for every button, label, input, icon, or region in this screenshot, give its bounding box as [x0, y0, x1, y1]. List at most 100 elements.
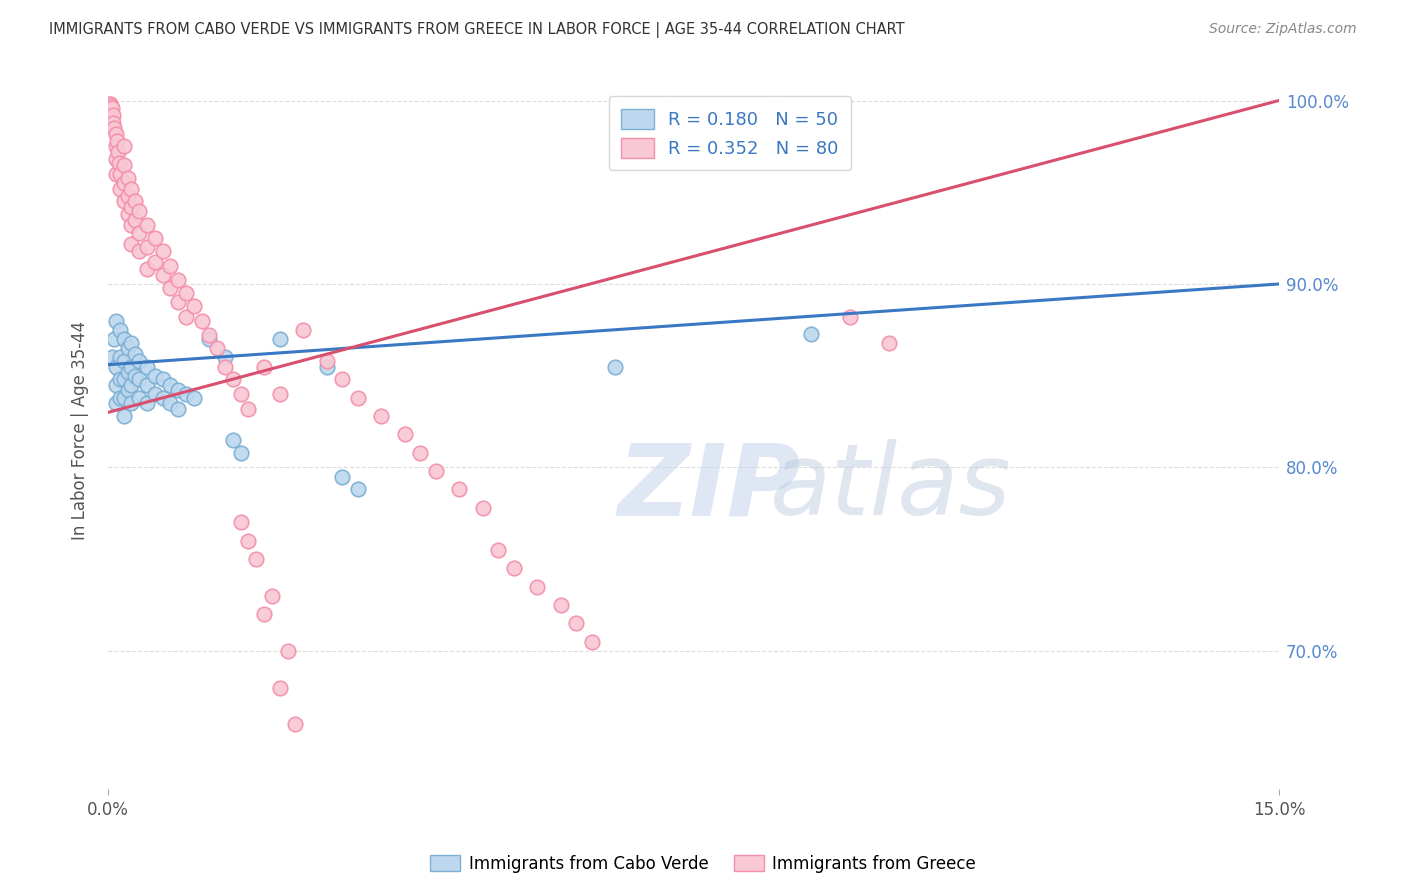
Point [120, 200, 142, 214]
Point [152, 244, 174, 258]
Point [190, 313, 212, 327]
Legend: R = 0.180   N = 50, R = 0.352   N = 80: R = 0.180 N = 50, R = 0.352 N = 80 [609, 96, 852, 170]
Point [877, 335, 900, 350]
Point [143, 387, 166, 401]
Point [108, 181, 131, 195]
Point [198, 328, 221, 343]
Point [136, 262, 159, 277]
Point [104, 127, 127, 141]
Point [117, 207, 139, 221]
Point [370, 409, 392, 423]
Point [269, 681, 291, 695]
Point [174, 387, 197, 401]
Point [152, 268, 174, 282]
Point [260, 589, 283, 603]
Point [112, 139, 135, 153]
Point [143, 255, 166, 269]
Point [136, 377, 159, 392]
Point [112, 391, 135, 405]
Point [198, 332, 221, 346]
Point [100, 99, 122, 113]
Point [117, 341, 139, 355]
Point [108, 156, 131, 170]
Point [238, 401, 260, 416]
Point [112, 158, 135, 172]
Point [112, 332, 135, 346]
Point [120, 335, 142, 350]
Point [112, 194, 135, 209]
Point [107, 145, 129, 159]
Point [471, 500, 494, 515]
Point [117, 365, 139, 379]
Point [136, 359, 159, 374]
Point [207, 341, 229, 355]
Point [117, 170, 139, 185]
Point [120, 236, 142, 251]
Point [159, 259, 181, 273]
Point [284, 717, 307, 731]
Point [108, 391, 131, 405]
Point [120, 396, 142, 410]
Point [112, 176, 135, 190]
Point [315, 359, 337, 374]
Point [503, 561, 526, 575]
Point [315, 354, 337, 368]
Point [124, 212, 146, 227]
Point [159, 280, 181, 294]
Point [120, 377, 142, 392]
Point [292, 323, 315, 337]
Text: IMMIGRANTS FROM CABO VERDE VS IMMIGRANTS FROM GREECE IN LABOR FORCE | AGE 35-44 : IMMIGRANTS FROM CABO VERDE VS IMMIGRANTS… [49, 22, 905, 38]
Point [526, 580, 548, 594]
Point [183, 391, 205, 405]
Point [108, 372, 131, 386]
Point [103, 332, 125, 346]
Point [214, 351, 236, 365]
Point [128, 372, 150, 386]
Point [101, 351, 124, 365]
Point [229, 387, 252, 401]
Point [174, 286, 197, 301]
Point [105, 134, 128, 148]
Point [167, 401, 190, 416]
Point [167, 295, 190, 310]
Point [394, 427, 416, 442]
Legend: Immigrants from Cabo Verde, Immigrants from Greece: Immigrants from Cabo Verde, Immigrants f… [423, 848, 983, 880]
Text: Source: ZipAtlas.com: Source: ZipAtlas.com [1209, 22, 1357, 37]
Point [101, 101, 124, 115]
Point [108, 167, 131, 181]
Point [159, 377, 181, 392]
Point [330, 469, 353, 483]
Point [183, 299, 205, 313]
Point [222, 433, 245, 447]
Point [229, 516, 252, 530]
Point [104, 396, 127, 410]
Point [425, 464, 447, 478]
Text: ZIP: ZIP [617, 440, 800, 536]
Point [550, 598, 572, 612]
Point [253, 607, 276, 622]
Point [124, 347, 146, 361]
Point [124, 194, 146, 209]
Point [136, 219, 159, 233]
Point [838, 310, 860, 324]
Text: atlas: atlas [769, 440, 1011, 536]
Point [128, 391, 150, 405]
Point [238, 533, 260, 548]
Point [128, 203, 150, 218]
Point [128, 354, 150, 368]
Point [269, 332, 291, 346]
Point [152, 372, 174, 386]
Y-axis label: In Labor Force | Age 35-44: In Labor Force | Age 35-44 [72, 321, 89, 541]
Point [565, 616, 588, 631]
Point [98, 97, 121, 112]
Point [799, 326, 821, 341]
Point [108, 351, 131, 365]
Point [103, 121, 125, 136]
Point [128, 244, 150, 258]
Point [486, 543, 509, 558]
Point [136, 396, 159, 410]
Point [253, 359, 276, 374]
Point [104, 152, 127, 166]
Point [124, 368, 146, 383]
Point [120, 181, 142, 195]
